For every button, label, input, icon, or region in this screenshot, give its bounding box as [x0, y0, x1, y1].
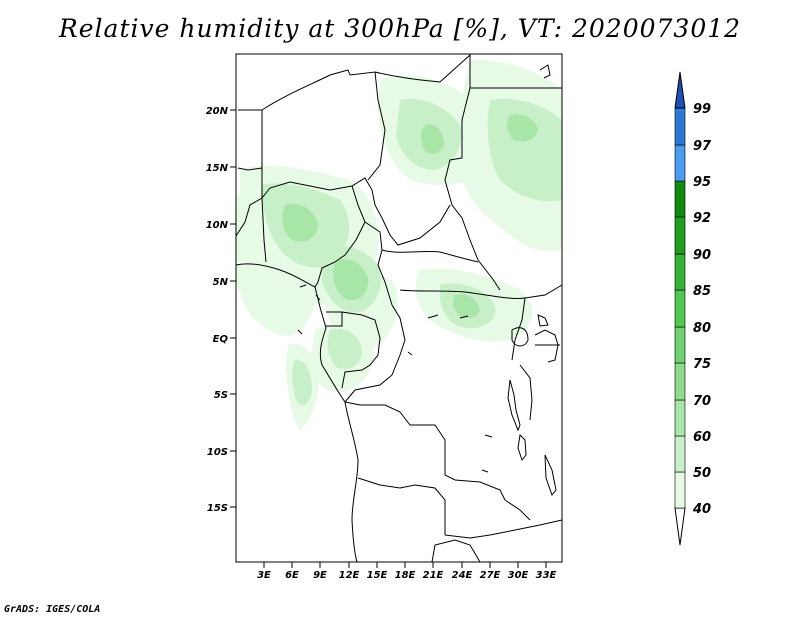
- colorbar-segment: [674, 180, 686, 218]
- grads-credit: GrADS: IGES/COLA: [4, 604, 101, 615]
- lake-outline: [537, 314, 549, 327]
- border: [344, 304, 406, 403]
- lat-label: 10S: [207, 447, 228, 458]
- lake-outline: [517, 433, 527, 462]
- border: [261, 197, 267, 263]
- colorbar: [674, 71, 686, 546]
- coast-fragment: [481, 434, 493, 473]
- colorbar-label: 50: [693, 466, 711, 481]
- border: [444, 87, 501, 291]
- colorbar-bottom-arrow: [674, 507, 686, 546]
- colorbar-label: 97: [693, 139, 712, 154]
- lon-label: 6E: [285, 570, 299, 581]
- humidity-patch: [487, 98, 562, 202]
- humidity-patch: [282, 203, 318, 242]
- border: [381, 249, 479, 263]
- lat-label: 20N: [206, 106, 229, 117]
- colorbar-segment: [674, 399, 686, 437]
- border: [344, 401, 506, 501]
- colorbar-segment: [674, 253, 686, 291]
- colorbar-labels: 40 50 60 70 75 80 85 90 92 95 97 99: [692, 102, 712, 517]
- border: [431, 539, 481, 563]
- colorbar-label: 95: [693, 175, 711, 190]
- colorbar-segment: [674, 107, 686, 146]
- lon-label: 3E: [257, 570, 271, 581]
- border: [237, 167, 263, 171]
- humidity-patch: [235, 195, 262, 262]
- colorbar-label: 60: [693, 430, 711, 445]
- country-borders: [235, 53, 563, 563]
- colorbar-segment: [674, 471, 686, 509]
- lon-label: 24E: [452, 570, 473, 581]
- colorbar-segment: [674, 144, 686, 182]
- humidity-patch: [452, 294, 480, 318]
- axis-ticks: [230, 109, 547, 568]
- humidity-patch: [327, 328, 362, 370]
- lon-label: 9E: [313, 570, 327, 581]
- humidity-patch: [421, 124, 445, 155]
- border: [381, 204, 451, 246]
- colorbar-label: 80: [693, 321, 711, 336]
- lon-label: 15E: [367, 570, 388, 581]
- border: [314, 185, 366, 288]
- humidity-patch: [333, 259, 369, 301]
- border: [511, 297, 526, 361]
- border: [364, 221, 393, 306]
- lat-label: 5N: [213, 277, 229, 288]
- border: [374, 53, 562, 89]
- lon-labels: 3E 6E 9E 12E 15E 18E 21E 24E 27E 30E 33E: [257, 570, 556, 581]
- colorbar-top-arrow: [674, 71, 686, 109]
- colorbar-segment: [674, 435, 686, 473]
- colorbar-segment: [674, 216, 686, 255]
- colorbar-label: 99: [693, 102, 711, 117]
- lat-label: 10N: [206, 220, 229, 231]
- border: [326, 311, 343, 327]
- lat-label: 5S: [214, 390, 228, 401]
- colorbar-label: 70: [693, 394, 711, 409]
- lake-outline: [544, 454, 557, 497]
- colorbar-label: 85: [693, 284, 711, 299]
- lake-outline: [507, 379, 521, 432]
- colorbar-label: 90: [693, 248, 711, 263]
- border: [504, 499, 531, 521]
- border: [235, 177, 383, 237]
- lat-label: 15S: [207, 503, 228, 514]
- lon-label: 33E: [536, 570, 557, 581]
- lon-label: 30E: [508, 570, 529, 581]
- humidity-shading: [235, 59, 562, 430]
- coast-fragment: [297, 64, 551, 356]
- border: [261, 69, 386, 181]
- colorbar-label: 75: [693, 357, 711, 372]
- lon-label: 21E: [423, 570, 444, 581]
- colorbar-segment: [674, 289, 686, 328]
- colorbar-label: 40: [692, 502, 711, 517]
- lon-label: 18E: [395, 570, 416, 581]
- lon-label: 27E: [480, 570, 501, 581]
- colorbar-label: 92: [693, 211, 711, 226]
- border: [519, 364, 533, 421]
- border: [399, 284, 563, 299]
- border: [444, 519, 563, 539]
- coastline: [235, 263, 359, 563]
- lake-outline: [511, 327, 529, 347]
- humidity-patch: [292, 359, 312, 406]
- border: [534, 329, 559, 363]
- lat-label: 15N: [206, 163, 229, 174]
- map-title: Relative humidity at 300hPa [%], VT: 202…: [58, 14, 742, 43]
- border: [357, 477, 446, 535]
- plot-frame: [235, 53, 563, 563]
- colorbar-segment: [674, 362, 686, 401]
- border: [341, 311, 381, 389]
- lat-label: EQ: [213, 334, 229, 345]
- humidity-patch: [506, 114, 538, 142]
- lon-label: 12E: [339, 570, 360, 581]
- colorbar-segment: [674, 326, 686, 364]
- lat-labels: 20N 15N 10N 5N EQ 5S 10S 15S: [206, 106, 229, 514]
